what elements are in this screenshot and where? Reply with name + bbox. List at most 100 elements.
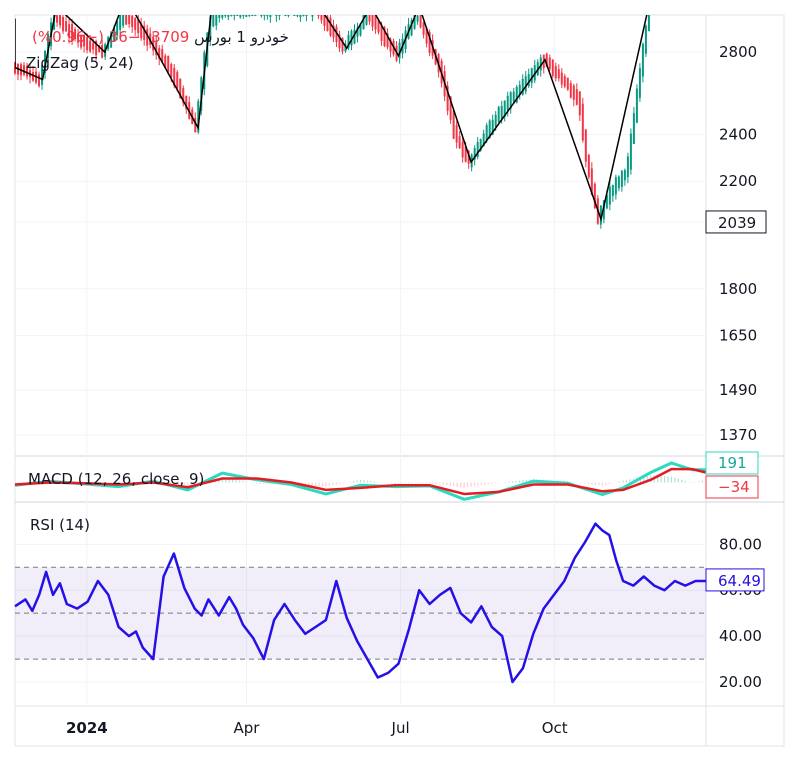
candle-body	[293, 15, 296, 16]
candle-body	[512, 91, 515, 102]
candle-body	[488, 120, 491, 138]
candle-body	[635, 88, 638, 123]
axes: 1370 1490 1650 1800 2200 2400 2800 2039 191 −34 20…	[66, 43, 767, 737]
time-tick-label: 2024	[66, 719, 108, 737]
candle-body	[641, 43, 644, 77]
candle-body	[467, 150, 470, 164]
candle-body	[251, 15, 254, 16]
candle-body	[221, 15, 224, 18]
candle-body	[554, 66, 557, 79]
candle-body	[218, 15, 221, 19]
candle-body	[503, 100, 506, 117]
candle-body	[368, 15, 371, 22]
candle-body	[374, 15, 377, 30]
candle-body	[38, 74, 41, 87]
candle-body	[224, 15, 227, 16]
price-tick-label: 2200	[719, 172, 757, 190]
candle-body	[626, 156, 629, 178]
candle-body	[278, 15, 281, 16]
candle-body	[77, 33, 80, 43]
candle-body	[317, 15, 320, 17]
candle-body	[425, 27, 428, 44]
candle-body	[506, 95, 509, 111]
candle-body	[500, 105, 503, 119]
candle-body	[239, 15, 242, 18]
candle-body	[365, 15, 368, 25]
rsi-value-label: 64.49	[718, 572, 761, 590]
candle-body	[494, 114, 497, 127]
candle-body	[608, 186, 611, 205]
price-tick-label: 1370	[719, 426, 757, 444]
candle-body	[581, 103, 584, 141]
candle-body	[563, 76, 566, 87]
candle-body	[284, 15, 287, 16]
candle-body	[296, 15, 299, 16]
candle-body	[623, 170, 626, 181]
candle-body	[62, 16, 65, 32]
candle-body	[230, 15, 233, 16]
rsi-tick-label: 80.00	[719, 535, 762, 553]
candle-body	[122, 15, 125, 26]
last-close: 3709	[151, 28, 190, 46]
candle-body	[419, 15, 422, 28]
candle-body	[593, 183, 596, 209]
candle-body	[599, 205, 602, 225]
candle-body	[356, 27, 359, 37]
candle-body	[479, 139, 482, 151]
candle-body	[65, 21, 68, 32]
price-change: −36 (−0.96%)	[32, 28, 141, 46]
candle-body	[125, 15, 128, 25]
candle-body	[152, 36, 155, 51]
candle-body	[518, 84, 521, 95]
candle-body	[32, 71, 35, 81]
candle-body	[176, 72, 179, 89]
candle-body	[539, 57, 542, 71]
candle-body	[41, 64, 44, 85]
candle-body	[185, 95, 188, 109]
candle-body	[338, 34, 341, 49]
zigzag-legend: ZigZag (5, 24)	[26, 54, 134, 72]
candle-body	[128, 15, 131, 25]
candle-body	[158, 48, 161, 59]
candle-body	[422, 22, 425, 35]
time-tick-label: Oct	[542, 719, 568, 737]
candle-body	[326, 16, 329, 31]
candle-body	[572, 85, 575, 100]
candle-body	[527, 74, 530, 87]
candle-body	[545, 53, 548, 67]
candle-body	[575, 89, 578, 105]
candle-body	[311, 15, 314, 17]
candle-body	[524, 76, 527, 92]
candle-body	[80, 34, 83, 48]
candle-body	[92, 42, 95, 50]
candle-body	[215, 15, 218, 26]
candle-body	[638, 68, 641, 98]
candle-body	[620, 170, 623, 187]
candle-body	[182, 87, 185, 104]
price-pane	[14, 15, 650, 229]
candle-body	[170, 64, 173, 78]
candle-body	[248, 15, 251, 16]
price-tick-label: 1800	[719, 280, 757, 298]
candle-body	[482, 133, 485, 147]
candle-body	[644, 25, 647, 54]
candle-body	[71, 23, 74, 41]
time-tick-label: Jul	[391, 719, 410, 737]
candle-body	[44, 50, 47, 73]
candle-body	[134, 17, 137, 30]
candle-body	[332, 25, 335, 38]
candle-body	[461, 142, 464, 158]
candle-body	[386, 33, 389, 48]
candle-body	[410, 20, 413, 36]
candle-body	[449, 96, 452, 120]
candle-body	[515, 86, 518, 103]
candle-body	[155, 41, 158, 56]
candle-body	[260, 15, 263, 16]
candle-body	[509, 92, 512, 109]
symbol-name: خودرو 1 بورس	[194, 28, 289, 46]
candle-body	[245, 15, 248, 17]
candle-body	[371, 15, 374, 27]
rsi-pane	[14, 522, 706, 684]
candle-body	[578, 91, 581, 116]
